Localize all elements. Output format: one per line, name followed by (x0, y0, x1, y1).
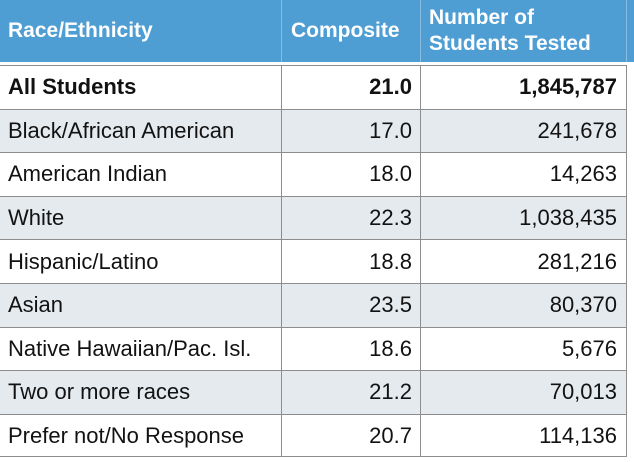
table-row: Asian 23.5 80,370 (0, 282, 634, 327)
students-tested-cell: 14,263 (420, 152, 627, 196)
composite-cell: 21.0 (281, 65, 420, 109)
race-cell: White (0, 195, 281, 240)
row-right-spacer (627, 370, 634, 414)
students-tested-cell: 114,136 (420, 413, 627, 458)
race-cell: Prefer not/No Response (0, 413, 281, 458)
table-row: Two or more races 21.2 70,013 (0, 370, 634, 414)
table-row: Native Hawaiian/Pac. Isl. 18.6 5,676 (0, 326, 634, 371)
composite-cell: 17.0 (281, 108, 420, 153)
row-right-spacer (627, 413, 634, 458)
table-row: Black/African American 17.0 241,678 (0, 108, 634, 153)
table-header-row: Race/Ethnicity Composite Number of Stude… (0, 0, 634, 62)
column-header-students-tested: Number of Students Tested (420, 0, 627, 62)
table-row: Hispanic/Latino 18.8 281,216 (0, 239, 634, 283)
row-right-spacer (627, 65, 634, 109)
composite-cell: 18.0 (281, 152, 420, 196)
composite-cell: 20.7 (281, 413, 420, 458)
students-tested-cell: 1,038,435 (420, 195, 627, 240)
table-row: White 22.3 1,038,435 (0, 195, 634, 240)
students-tested-cell: 80,370 (420, 282, 627, 327)
header-right-spacer (627, 0, 634, 62)
table-body: All Students 21.0 1,845,787 Black/Africa… (0, 65, 634, 458)
race-cell: American Indian (0, 152, 281, 196)
composite-cell: 22.3 (281, 195, 420, 240)
students-tested-cell: 5,676 (420, 326, 627, 371)
composite-cell: 18.8 (281, 239, 420, 283)
race-cell: Native Hawaiian/Pac. Isl. (0, 326, 281, 371)
row-right-spacer (627, 195, 634, 240)
row-right-spacer (627, 239, 634, 283)
column-header-race-ethnicity: Race/Ethnicity (8, 19, 153, 42)
row-right-spacer (627, 326, 634, 371)
students-tested-cell: 281,216 (420, 239, 627, 283)
column-header-composite: Composite (281, 0, 420, 62)
race-cell: Asian (0, 282, 281, 327)
race-cell: Black/African American (0, 108, 281, 153)
composite-cell: 23.5 (281, 282, 420, 327)
composite-cell: 21.2 (281, 370, 420, 414)
row-right-spacer (627, 152, 634, 196)
table-row: Prefer not/No Response 20.7 114,136 (0, 413, 634, 458)
row-right-spacer (627, 282, 634, 327)
race-cell: Two or more races (0, 370, 281, 414)
students-tested-cell: 1,845,787 (420, 65, 627, 109)
composite-cell: 18.6 (281, 326, 420, 371)
students-tested-cell: 241,678 (420, 108, 627, 153)
table-row: American Indian 18.0 14,263 (0, 152, 634, 196)
race-cell: Hispanic/Latino (0, 239, 281, 283)
row-right-spacer (627, 108, 634, 153)
race-cell: All Students (0, 65, 281, 109)
students-tested-cell: 70,013 (420, 370, 627, 414)
table-row: All Students 21.0 1,845,787 (0, 65, 634, 109)
